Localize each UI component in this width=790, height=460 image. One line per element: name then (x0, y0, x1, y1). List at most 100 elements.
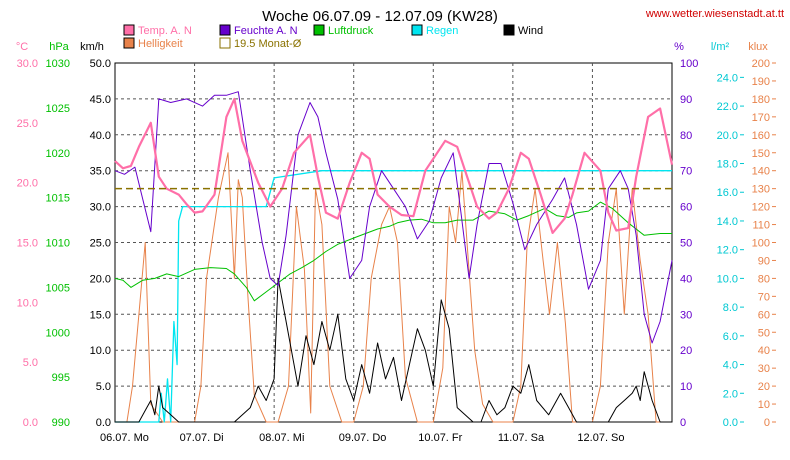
y-tick-label-pct: 30 (680, 309, 692, 321)
y-tick-label-kmh: 35.0 (90, 166, 111, 178)
y-tick-label-klux: 170 (752, 112, 770, 124)
y-tick-label-pct: 10 (680, 381, 692, 393)
y-tick-label-klux: 60 (758, 309, 770, 321)
y-tick-label-pct: 80 (680, 130, 692, 142)
y-tick-label-lm2: 20.0 (717, 130, 738, 142)
y-tick-label-pct: 0 (680, 417, 686, 429)
y-tick-label-lm2: 16.0 (717, 187, 738, 199)
legend-swatch-regen (411, 24, 423, 36)
x-axis-ticks: 06.07. Mo 07.07. Di 08.07. Mi 09.07. Do 10.0… (100, 432, 625, 444)
y-tick-label-kmh: 25.0 (90, 238, 111, 250)
legend-label-feuchte-a-n: Feuchte A. N (234, 25, 298, 37)
legend-label-regen: Regen (426, 25, 458, 37)
y-tick-label-kmh: 0.0 (96, 417, 111, 429)
legend-label-helligkeit: Helligkeit (138, 38, 183, 50)
y-tick-label-klux: 20 (758, 381, 770, 393)
x-tick-label: 12.07. So (577, 432, 624, 444)
y-tick-label-kmh: 30.0 (90, 202, 111, 214)
legend-swatch-helligkeit (123, 37, 135, 49)
y-tick-label-hpa: 1015 (46, 193, 70, 205)
series-line-temp-a-n (114, 97, 674, 234)
y-tick-label-pct: 90 (680, 94, 692, 106)
y-tick-label-hpa: 1020 (46, 148, 70, 160)
y-tick-label-klux: 50 (758, 327, 770, 339)
y-tick-label-lm2: 24.0 (717, 72, 738, 84)
y-tick-label-klux: 70 (758, 291, 770, 303)
y-tick-label-lm2: 4.0 (723, 360, 738, 372)
x-tick-label: 08.07. Mi (259, 432, 304, 444)
y-tick-label-lm2: 2.0 (723, 388, 738, 400)
y-tick-label-klux: 160 (752, 130, 770, 142)
chart-legend: Temp. A. N Feuchte A. N Luftdruck Regen Wind… (123, 24, 543, 50)
y-tick-label-temp: 5.0 (23, 357, 38, 369)
y-tick-label-kmh: 40.0 (90, 130, 111, 142)
y-tick-label-klux: 200 (752, 58, 770, 70)
y-tick-label-hpa: 995 (52, 372, 70, 384)
y-tick-label-kmh: 45.0 (90, 94, 111, 106)
series-line-wind (115, 277, 672, 423)
y-tick-label-hpa: 1000 (46, 327, 70, 339)
y-tick-label-temp: 30.0 (17, 58, 38, 70)
y-tick-label-temp: 10.0 (17, 297, 38, 309)
axis-unit-pct: % (674, 41, 684, 53)
y-tick-label-kmh: 5.0 (96, 381, 111, 393)
y-tick-label-pct: 60 (680, 202, 692, 214)
legend-swatch-wind (503, 24, 515, 36)
y-tick-label-temp: 15.0 (17, 238, 38, 250)
y-tick-label-klux: 150 (752, 148, 770, 160)
axis-unit-labels: °C hPa km/h% l/m² klux (16, 41, 768, 53)
y-tick-label-klux: 140 (752, 166, 770, 178)
x-tick-label: 09.07. Do (339, 432, 387, 444)
y-tick-label-klux: 130 (752, 184, 770, 196)
axis-unit-hpa: hPa (49, 41, 69, 53)
legend-swatch-luftdruck (313, 24, 325, 36)
axis-unit-kmh: km/h (80, 41, 104, 53)
y-tick-label-klux: 100 (752, 238, 770, 250)
legend-label-temp-a-n: Temp. A. N (138, 25, 192, 37)
y-tick-label-klux: 30 (758, 363, 770, 375)
series-line-luftdruck (114, 201, 672, 302)
legend-swatch-temp-a-n (123, 24, 135, 36)
y-tick-label-lm2: 14.0 (717, 216, 738, 228)
site-url: www.wetter.wiesenstadt.at.tt (645, 8, 784, 20)
legend-label-wind: Wind (518, 25, 543, 37)
y-tick-label-hpa: 1030 (46, 58, 70, 70)
y-tick-label-kmh: 15.0 (90, 309, 111, 321)
y-tick-label-hpa: 1025 (46, 103, 70, 115)
y-tick-label-hpa: 990 (52, 417, 70, 429)
y-axis-ticks: 0.05.010.015.020.025.030.099099510001005… (17, 58, 776, 429)
y-tick-label-klux: 10 (758, 399, 770, 411)
y-tick-label-kmh: 10.0 (90, 345, 111, 357)
y-tick-label-pct: 20 (680, 345, 692, 357)
y-tick-label-klux: 190 (752, 76, 770, 88)
y-tick-label-lm2: 12.0 (717, 245, 738, 257)
x-tick-label: 07.07. Di (180, 432, 224, 444)
axis-unit-klux: klux (748, 41, 768, 53)
legend-swatch-19-5-monat (219, 37, 231, 49)
chart-title: Woche 06.07.09 - 12.07.09 (KW28) (262, 8, 498, 25)
y-tick-label-lm2: 6.0 (723, 331, 738, 343)
y-tick-label-klux: 90 (758, 255, 770, 267)
y-tick-label-pct: 100 (680, 58, 698, 70)
y-tick-label-pct: 50 (680, 238, 692, 250)
y-tick-label-temp: 25.0 (17, 118, 38, 130)
y-tick-label-klux: 120 (752, 202, 770, 214)
y-tick-label-klux: 0 (764, 417, 770, 429)
y-tick-label-klux: 80 (758, 273, 770, 285)
y-tick-label-temp: 20.0 (17, 178, 38, 190)
x-tick-label: 10.07. Fr (418, 432, 462, 444)
y-tick-label-kmh: 20.0 (90, 273, 111, 285)
y-tick-label-pct: 40 (680, 273, 692, 285)
y-tick-label-lm2: 0.0 (723, 417, 738, 429)
y-tick-label-kmh: 50.0 (90, 58, 111, 70)
y-tick-label-klux: 110 (752, 220, 770, 232)
y-tick-label-pct: 70 (680, 166, 692, 178)
axis-unit-temp: °C (16, 41, 28, 53)
y-tick-label-hpa: 1005 (46, 282, 70, 294)
y-tick-label-lm2: 18.0 (717, 159, 738, 171)
x-tick-label: 06.07. Mo (100, 432, 149, 444)
y-tick-label-temp: 0.0 (23, 417, 38, 429)
x-tick-label: 11.07. Sa (498, 432, 545, 444)
legend-label-luftdruck: Luftdruck (328, 25, 374, 37)
y-tick-label-lm2: 22.0 (717, 101, 738, 113)
